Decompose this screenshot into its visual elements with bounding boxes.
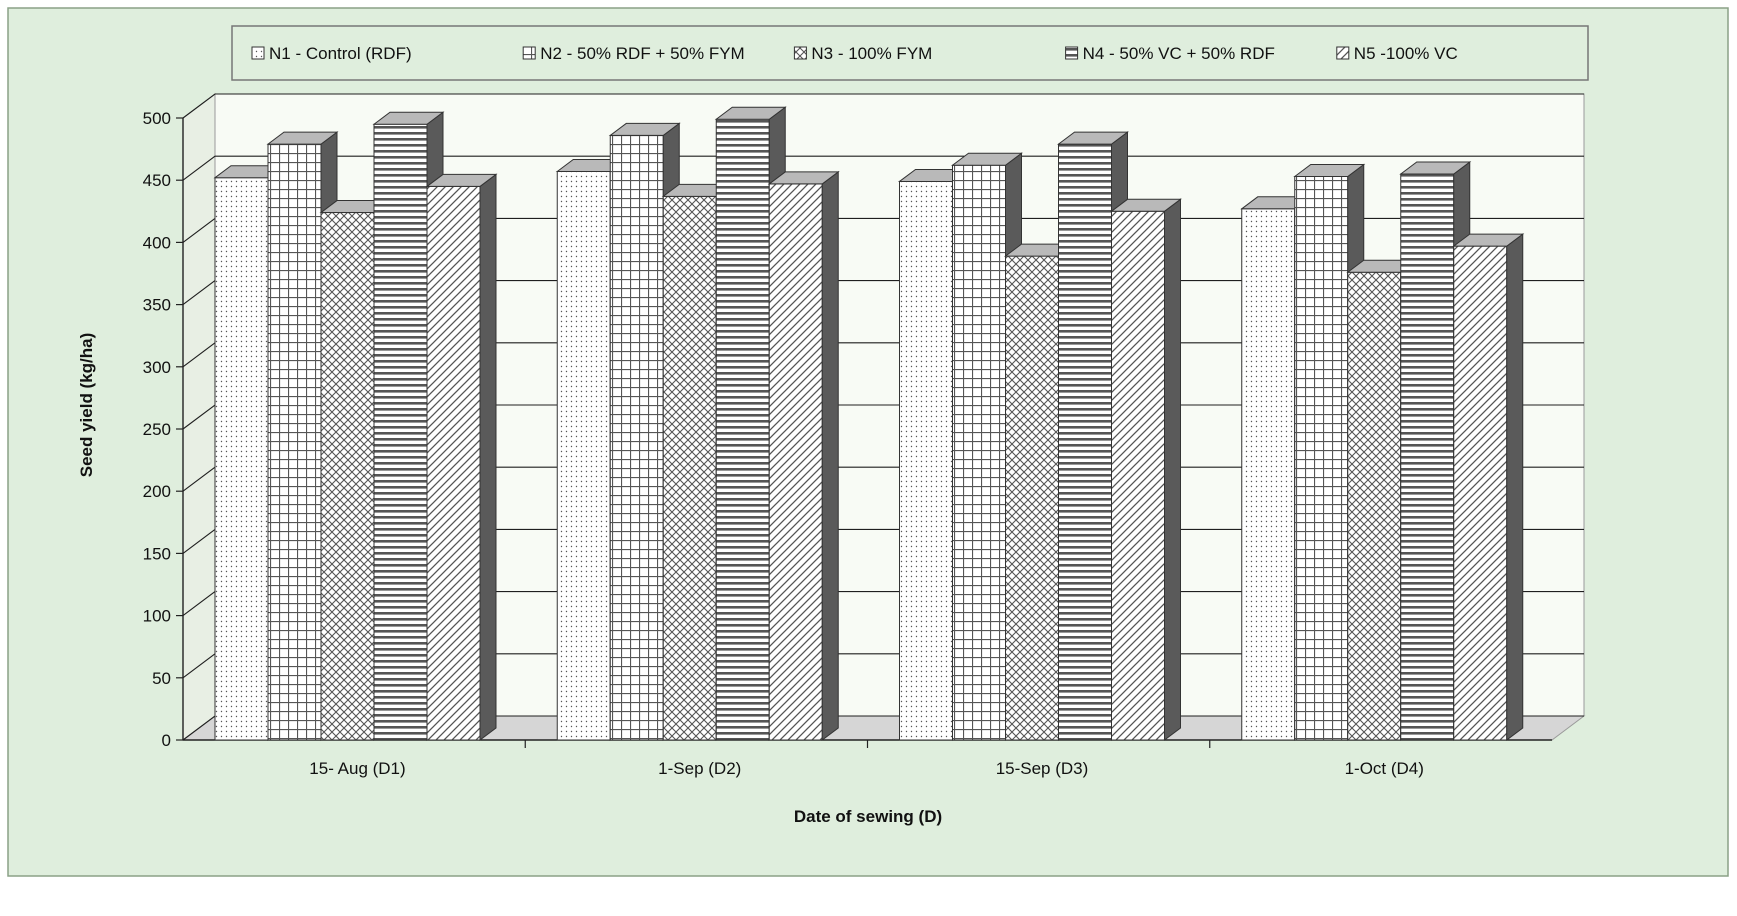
bar-front bbox=[1294, 175, 1349, 741]
bar-top bbox=[1399, 161, 1472, 175]
bar-top bbox=[767, 171, 840, 185]
y-tick-label: 300 bbox=[143, 358, 171, 377]
y-axis-title: Seed yield (kg/ha) bbox=[77, 333, 96, 478]
bar-front bbox=[715, 118, 770, 741]
bar bbox=[1110, 198, 1182, 741]
legend-swatch bbox=[251, 46, 265, 60]
bar-top bbox=[1293, 163, 1366, 177]
y-tick-label: 200 bbox=[143, 482, 171, 501]
bar-side bbox=[1164, 198, 1181, 741]
y-tick-label: 150 bbox=[143, 544, 171, 563]
bar-front bbox=[1400, 173, 1455, 741]
legend-item: N1 - Control (RDF) bbox=[251, 44, 412, 63]
bar-top bbox=[266, 131, 339, 145]
legend-item: N2 - 50% RDF + 50% FYM bbox=[522, 44, 745, 63]
x-tick-label: 15-Sep (D3) bbox=[996, 759, 1089, 778]
bar-front bbox=[899, 180, 953, 741]
bar-top bbox=[714, 106, 787, 120]
bar-top bbox=[1057, 131, 1129, 145]
legend-item: N4 - 50% VC + 50% RDF bbox=[1065, 44, 1275, 63]
legend-label: N5 -100% VC bbox=[1354, 44, 1458, 63]
y-tick-label: 400 bbox=[143, 233, 171, 252]
bar-side bbox=[821, 170, 839, 741]
bar-front bbox=[1347, 271, 1402, 741]
bar-side bbox=[479, 173, 497, 741]
legend-item: N5 -100% VC bbox=[1336, 44, 1458, 63]
bar-front bbox=[373, 123, 428, 741]
bars bbox=[213, 106, 1525, 741]
bar-top bbox=[372, 111, 445, 125]
legend-label: N4 - 50% VC + 50% RDF bbox=[1083, 44, 1275, 63]
bar-front bbox=[1058, 143, 1112, 741]
bar-front bbox=[267, 143, 322, 741]
bar-front bbox=[426, 185, 481, 741]
bar-front bbox=[1241, 208, 1296, 741]
bar-front bbox=[952, 164, 1006, 741]
plot-area: 0 50 100 150 200 250 300 350 400 450 500 15- Aug (D… bbox=[143, 93, 1586, 778]
bar-front bbox=[320, 212, 375, 741]
bar-top bbox=[951, 152, 1023, 166]
bar bbox=[425, 173, 498, 741]
bar-top bbox=[608, 122, 681, 136]
x-tick-label: 15- Aug (D1) bbox=[309, 759, 405, 778]
legend: N1 - Control (RDF) N2 - 50% RDF + 50% FYM… bbox=[231, 25, 1589, 81]
bar-top bbox=[425, 173, 498, 187]
legend-item: N3 - 100% FYM bbox=[793, 44, 932, 63]
legend-label: N2 - 50% RDF + 50% FYM bbox=[540, 44, 745, 63]
bar-front bbox=[214, 177, 269, 741]
y-tick-label: 450 bbox=[143, 171, 171, 190]
bar-front bbox=[1111, 210, 1165, 741]
legend-label: N1 - Control (RDF) bbox=[269, 44, 412, 63]
legend-label: N3 - 100% FYM bbox=[811, 44, 932, 63]
y-tick-label: 0 bbox=[162, 731, 171, 750]
bar-front bbox=[1453, 245, 1508, 741]
x-tick-label: 1-Oct (D4) bbox=[1345, 759, 1424, 778]
y-tick-label: 50 bbox=[152, 669, 171, 688]
bar-front bbox=[768, 183, 823, 741]
bar-front bbox=[662, 195, 717, 741]
bar-top bbox=[1452, 233, 1525, 247]
gridline bbox=[182, 93, 1584, 119]
bar-side bbox=[1506, 233, 1524, 741]
bar bbox=[1452, 233, 1525, 741]
x-axis-title: Date of sewing (D) bbox=[794, 807, 942, 826]
legend-swatch bbox=[1065, 46, 1079, 60]
legend-swatch bbox=[522, 46, 536, 60]
legend-box bbox=[231, 25, 1589, 81]
y-tick-label: 350 bbox=[143, 296, 171, 315]
legend-swatch bbox=[793, 46, 807, 60]
legend-swatch bbox=[1336, 46, 1350, 60]
bar-front bbox=[556, 170, 611, 741]
bar-front bbox=[609, 134, 664, 741]
y-tick-label: 250 bbox=[143, 420, 171, 439]
bar-top bbox=[1110, 198, 1182, 212]
y-tick-label: 100 bbox=[143, 607, 171, 626]
bar-front bbox=[1005, 255, 1059, 741]
x-tick-label: 1-Sep (D2) bbox=[658, 759, 741, 778]
bar bbox=[767, 170, 840, 741]
y-tick-label: 500 bbox=[143, 109, 171, 128]
